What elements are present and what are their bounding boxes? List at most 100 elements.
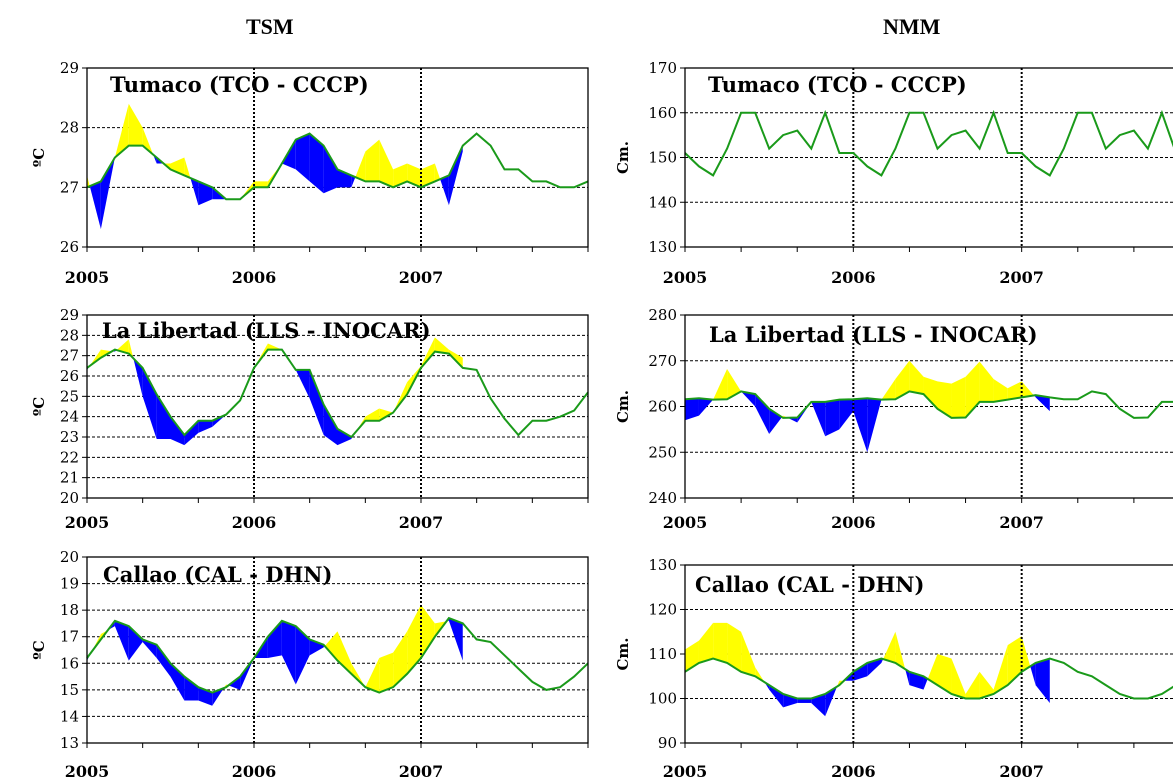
- y-tick-label: 28: [60, 119, 79, 137]
- y-tick-label: 140: [648, 193, 677, 211]
- x-tick-label: 2005: [663, 762, 708, 781]
- y-tick-label: 17: [60, 628, 79, 646]
- positive-anomaly-area: [741, 631, 756, 677]
- negative-anomaly-area: [811, 401, 826, 437]
- negative-anomaly-area: [267, 620, 282, 658]
- chart-title: Tumaco (TCO - CCCP): [110, 72, 369, 97]
- y-tick-label: 14: [60, 707, 79, 725]
- negative-anomaly-area: [133, 358, 143, 397]
- y-tick-label: 260: [648, 398, 677, 416]
- positive-anomaly-area: [979, 361, 994, 402]
- y-tick-label: 24: [60, 408, 79, 426]
- negative-anomaly-area: [440, 175, 449, 206]
- y-tick-label: 19: [60, 575, 79, 593]
- positive-anomaly-area: [895, 631, 906, 670]
- negative-anomaly-area: [797, 698, 812, 703]
- positive-anomaly-area: [713, 622, 728, 663]
- negative-anomaly-area: [909, 671, 924, 690]
- chart-title: La Libertad (LLS - INOCAR): [709, 322, 1038, 347]
- positive-anomaly-area: [434, 163, 441, 182]
- positive-anomaly-area: [993, 379, 1008, 402]
- positive-anomaly-area: [937, 654, 952, 695]
- negative-anomaly-area: [811, 694, 826, 717]
- y-tick-label: 26: [60, 238, 79, 256]
- negative-anomaly-area: [89, 181, 101, 230]
- positive-anomaly-area: [87, 175, 90, 188]
- series-line: [684, 657, 1173, 700]
- y-tick-label: 120: [648, 601, 677, 619]
- negative-anomaly-area: [128, 626, 143, 661]
- positive-anomaly-area: [965, 361, 980, 418]
- positive-anomaly-area: [91, 634, 101, 652]
- positive-anomaly-area: [184, 157, 191, 178]
- positive-anomaly-area: [951, 658, 966, 699]
- positive-anomaly-area: [927, 654, 938, 686]
- positive-anomaly-area: [351, 663, 366, 688]
- x-tick-label: 2005: [65, 513, 110, 532]
- negative-anomaly-area: [309, 133, 324, 194]
- positive-anomaly-area: [755, 667, 765, 683]
- x-tick-label: 2007: [999, 513, 1044, 532]
- positive-anomaly-area: [324, 631, 338, 661]
- negative-anomaly-area: [240, 657, 254, 690]
- negative-anomaly-area: [281, 620, 296, 685]
- x-tick-label: 2007: [399, 762, 444, 781]
- y-tick-label: 29: [60, 306, 79, 324]
- plot-frame: [86, 556, 589, 744]
- x-tick-label: 2007: [999, 268, 1044, 287]
- y-tick-label: 90: [658, 734, 677, 752]
- y-tick-label: 27: [60, 347, 79, 365]
- negative-anomaly-area: [825, 686, 838, 717]
- negative-anomaly-area: [741, 391, 756, 407]
- y-tick-label: 240: [648, 489, 677, 507]
- positive-anomaly-area: [937, 381, 952, 418]
- positive-anomaly-area: [365, 139, 380, 182]
- negative-anomaly-area: [323, 404, 338, 446]
- positive-anomaly-area: [393, 163, 408, 188]
- negative-anomaly-area: [351, 175, 356, 188]
- positive-anomaly-area: [114, 103, 129, 158]
- positive-anomaly-area: [698, 622, 714, 663]
- y-tick-label: 25: [60, 387, 79, 405]
- negative-anomaly-area: [853, 662, 868, 681]
- positive-anomaly-area: [923, 376, 938, 409]
- negative-anomaly-area: [448, 618, 463, 661]
- negative-anomaly-area: [156, 394, 171, 440]
- y-axis-label: Cm.: [614, 637, 632, 670]
- y-tick-label: 20: [60, 548, 79, 566]
- positive-anomaly-area: [1021, 381, 1034, 398]
- x-tick-label: 2005: [663, 513, 708, 532]
- negative-anomaly-area: [198, 420, 213, 433]
- negative-anomaly-area: [698, 398, 714, 416]
- y-axis-label: ºC: [30, 148, 48, 168]
- y-tick-label: 23: [60, 428, 79, 446]
- series-line: [86, 132, 589, 201]
- y-axis-label: ºC: [30, 640, 48, 660]
- y-tick-label: 29: [60, 59, 79, 77]
- negative-anomaly-area: [755, 394, 770, 434]
- positive-anomaly-area: [727, 368, 742, 400]
- positive-anomaly-area: [883, 631, 896, 663]
- x-tick-label: 2007: [999, 762, 1044, 781]
- series-line: [86, 616, 589, 694]
- positive-anomaly-area: [355, 151, 366, 182]
- y-tick-label: 270: [648, 352, 677, 370]
- negative-anomaly-area: [309, 369, 324, 435]
- x-tick-label: 2005: [65, 268, 110, 287]
- positive-anomaly-area: [407, 604, 421, 674]
- y-tick-label: 18: [60, 601, 79, 619]
- negative-anomaly-area: [212, 688, 224, 706]
- positive-anomaly-area: [1021, 636, 1031, 672]
- y-tick-label: 16: [60, 654, 79, 672]
- negative-anomaly-area: [448, 145, 463, 206]
- y-tick-label: 130: [648, 238, 677, 256]
- positive-anomaly-area: [267, 343, 282, 350]
- positive-anomaly-area: [254, 181, 268, 188]
- chart-tsm-callao: 13 14 15 16 17 18 19 20 2005 2006 2007 ºC Callao (CA…: [30, 548, 589, 781]
- positive-anomaly-area: [727, 622, 742, 672]
- series-line: [684, 109, 1173, 177]
- y-tick-label: 110: [648, 645, 677, 663]
- negative-anomaly-area: [198, 181, 213, 206]
- negative-anomaly-area: [295, 133, 310, 182]
- positive-anomaly-area: [993, 645, 1008, 695]
